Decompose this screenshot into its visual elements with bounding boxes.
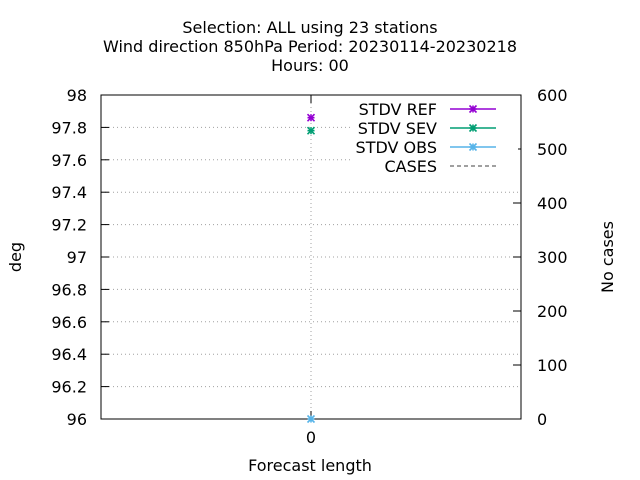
y-tick-label: 96 [67,410,87,429]
y-tick-label: 96.4 [51,345,87,364]
marker-stroke [468,123,478,133]
legend-label: STDV SEV [358,119,437,138]
y2-tick-label: 200 [537,302,568,321]
marker-stroke [306,126,316,135]
ticks: 96 96.2 96.4 96.6 96.8 97 97.2 97.4 97.6 97.8 98 0 1… [51,86,567,447]
y2-tick-label: 300 [537,248,568,267]
legend-entry-stdv-sev: STDV SEV [358,119,496,138]
y2-tick-label: 0 [537,410,547,429]
y-tick-label: 97.2 [51,216,87,235]
y-tick-label: 97.4 [51,183,87,202]
y2-tick-label: 400 [537,194,568,213]
y2-tick-label: 100 [537,356,568,375]
marker-stroke [306,414,316,424]
x-tick-label: 0 [306,428,316,447]
title-line-3: Hours: 00 [271,56,349,75]
y-axis-label: deg [6,242,25,272]
y2-tick-label: 500 [537,140,568,159]
point-stdv-obs [306,414,316,424]
legend-marker [468,142,478,152]
legend-entry-cases: CASES [384,157,496,176]
y-tick-label: 97.8 [51,118,87,137]
y-tick-label: 97.6 [51,151,87,170]
legend-label: CASES [384,157,437,176]
y2-tick-label: 600 [537,86,568,105]
legend-entry-stdv-ref: STDV REF [359,100,496,119]
point-stdv-sev [306,126,316,135]
legend-marker [468,104,478,114]
point-stdv-ref [306,113,316,122]
chart-title: Selection: ALL using 23 stations Wind di… [103,18,517,75]
marker-stroke [468,142,478,152]
title-line-1: Selection: ALL using 23 stations [182,18,437,37]
data-marks [306,113,316,424]
y-tick-label: 96.2 [51,378,87,397]
y-tick-label: 98 [67,86,87,105]
legend-entry-stdv-obs: STDV OBS [356,138,496,157]
y2-axis-label: No cases [598,221,617,293]
x-axis-label: Forecast length [248,456,372,475]
title-line-2: Wind direction 850hPa Period: 20230114-2… [103,37,517,56]
y-tick-label: 96.6 [51,313,87,332]
marker-stroke [306,113,316,122]
y-tick-label: 96.8 [51,280,87,299]
legend-marker [468,123,478,133]
y-tick-label: 97 [67,248,87,267]
legend-background [352,98,518,176]
marker-stroke [468,104,478,114]
legend-label: STDV REF [359,100,437,119]
legend-label: STDV OBS [356,138,437,157]
